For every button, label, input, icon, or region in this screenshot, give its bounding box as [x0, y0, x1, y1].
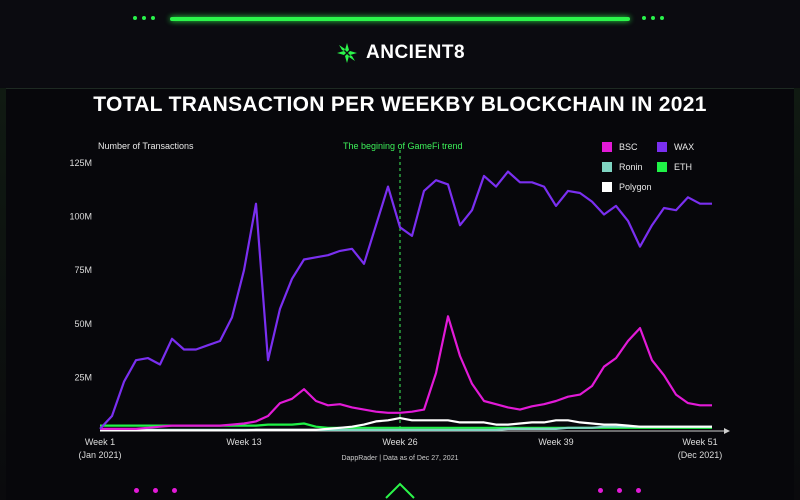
legend-item-wax: WAX	[657, 142, 694, 152]
legend-swatch-eth	[657, 162, 667, 172]
header-panel	[0, 0, 800, 88]
x-tick-sublabel: (Jan 2021)	[78, 450, 121, 460]
decor-bottom-dots-right	[598, 488, 641, 493]
legend-item-ronin: Ronin	[602, 162, 643, 172]
annotation-label: The begining of GameFi trend	[343, 141, 463, 151]
y-tick-label: 125M	[69, 158, 92, 168]
legend-swatch-bsc	[602, 142, 612, 152]
right-border-decoration	[794, 88, 800, 500]
legend-swatch-ronin	[602, 162, 612, 172]
y-tick-label: 50M	[74, 319, 92, 329]
x-tick-label: Week 13	[226, 437, 261, 447]
x-tick-label: Week 51	[682, 437, 717, 447]
x-tick-label: Week 39	[538, 437, 573, 447]
x-tick-sublabel: (Dec 2021)	[678, 450, 723, 460]
chart-legend: BSC WAX Ronin ETH Polygon	[602, 142, 742, 202]
page-title: TOTAL TRANSACTION PER WEEKBY BLOCKCHAIN …	[93, 93, 707, 116]
x-tick-label: Week 1	[85, 437, 115, 447]
legend-swatch-polygon	[602, 182, 612, 192]
left-border-decoration	[0, 88, 6, 500]
x-tick-label: Week 26	[382, 437, 417, 447]
ancient8-logo-icon	[337, 43, 357, 63]
series-line-polygon	[100, 417, 712, 432]
legend-item-eth: ETH	[657, 162, 692, 172]
legend-item-polygon: Polygon	[602, 182, 652, 192]
decor-chevron	[385, 482, 415, 499]
x-axis-arrow	[724, 428, 730, 434]
data-source-note: DappRader | Data as of Dec 27, 2021	[341, 455, 459, 462]
legend-swatch-wax	[657, 142, 667, 152]
decor-dots-right	[642, 16, 664, 20]
series-line-wax	[99, 170, 712, 430]
series-line-bsc	[100, 315, 712, 430]
brand-name: ANCIENT8	[366, 42, 466, 63]
legend-item-bsc: BSC	[602, 142, 638, 152]
decor-top-bar	[170, 17, 630, 21]
y-tick-label: 100M	[69, 212, 92, 222]
header-divider	[0, 88, 800, 89]
decor-dots-left	[133, 16, 155, 20]
y-tick-label: 25M	[74, 372, 92, 382]
y-tick-label: 75M	[74, 265, 92, 275]
y-axis-label: Number of Transactions	[98, 141, 194, 151]
brand-logo: ANCIENT8	[336, 42, 465, 64]
decor-bottom-dots-left	[134, 488, 177, 493]
